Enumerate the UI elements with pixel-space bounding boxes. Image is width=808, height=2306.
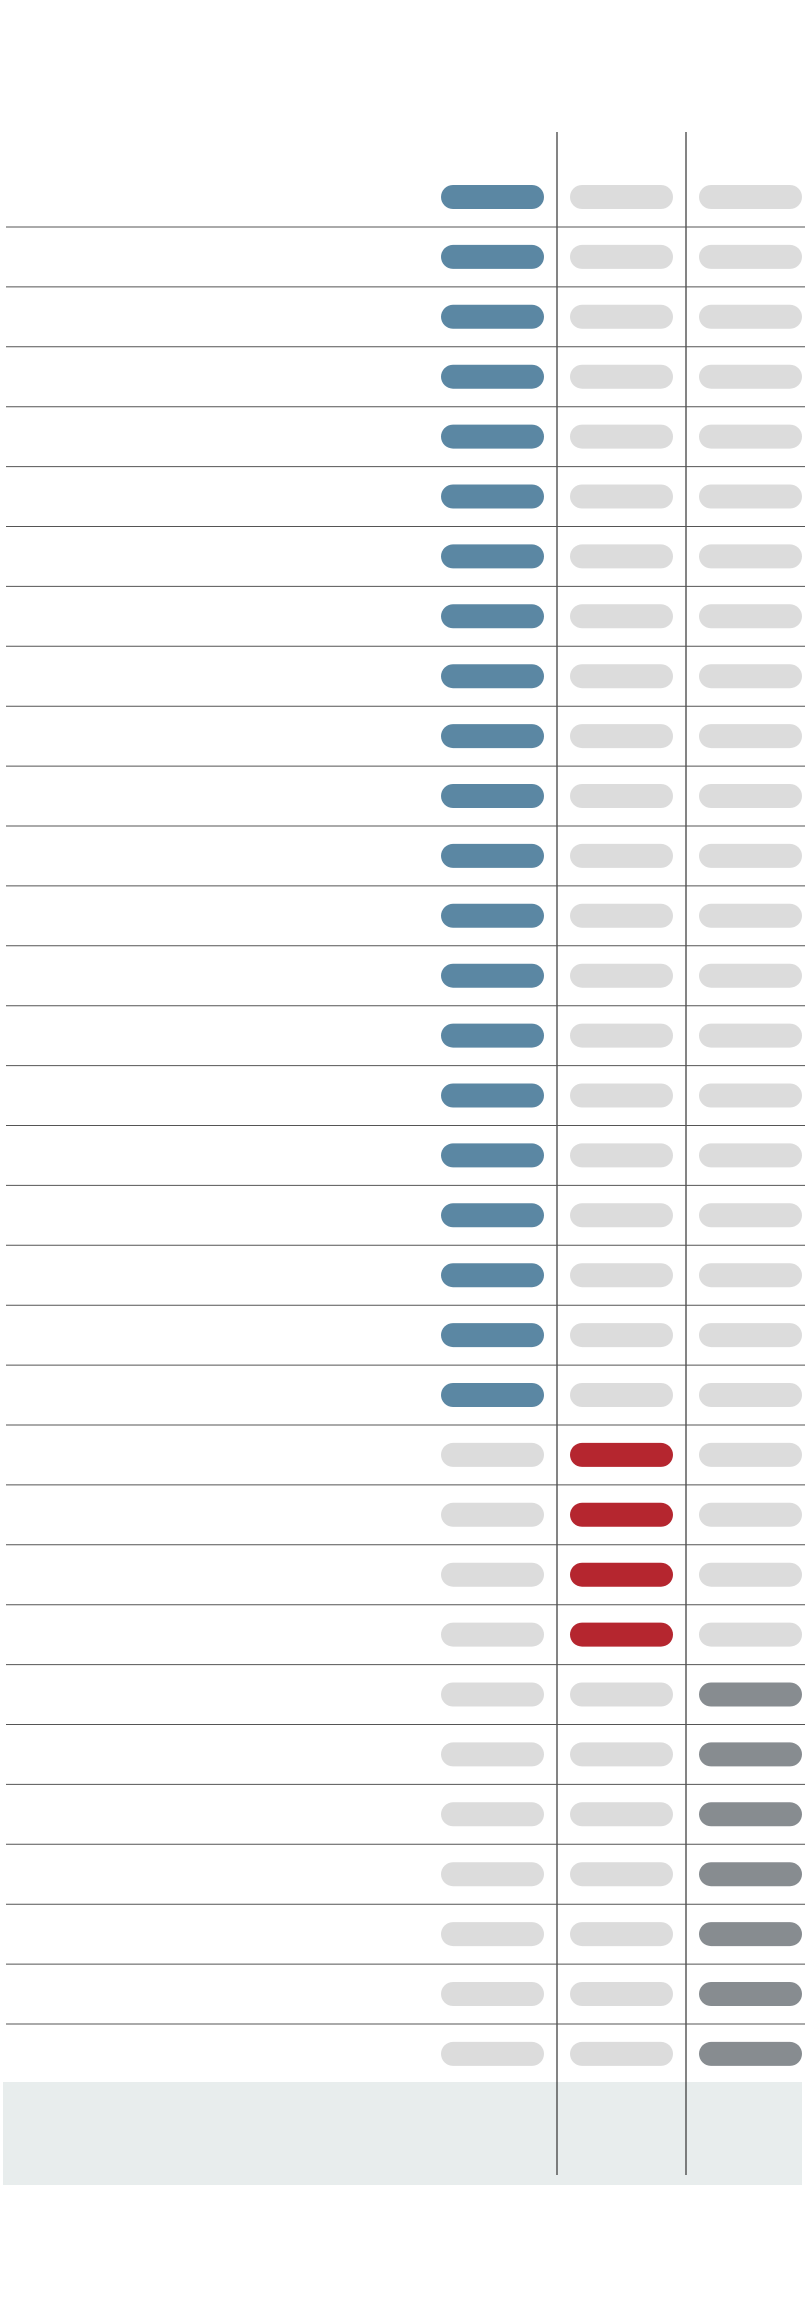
status-pill <box>441 484 544 509</box>
status-pill <box>570 1862 673 1887</box>
status-pill <box>441 364 544 389</box>
status-pill <box>699 1622 802 1647</box>
status-pill <box>570 544 673 569</box>
status-pill <box>570 1143 673 1168</box>
status-pill <box>699 1502 802 1527</box>
status-pill <box>570 304 673 329</box>
status-pill <box>570 1742 673 1767</box>
status-pill <box>570 843 673 868</box>
status-pill <box>570 1023 673 1048</box>
status-pill <box>441 1263 544 1288</box>
status-pill <box>441 1982 544 2006</box>
status-pill <box>570 1203 673 1228</box>
status-pill <box>570 784 673 808</box>
status-pill <box>441 724 544 749</box>
status-pill <box>570 1922 673 1947</box>
status-pill <box>441 2041 544 2066</box>
status-pill <box>441 963 544 988</box>
status-pill <box>570 1562 673 1587</box>
status-pill <box>699 2041 802 2066</box>
status-pill <box>570 1263 673 1288</box>
status-pill <box>570 724 673 749</box>
status-pill <box>699 1023 802 1048</box>
status-pill <box>699 963 802 988</box>
status-pill <box>699 1562 802 1587</box>
status-pill <box>699 1742 802 1767</box>
status-pill <box>699 724 802 749</box>
status-pill <box>570 1502 673 1527</box>
status-pill <box>699 903 802 928</box>
status-pill <box>441 1502 544 1527</box>
status-pill <box>570 1083 673 1108</box>
status-pill <box>699 1802 802 1827</box>
status-pill <box>570 1982 673 2006</box>
status-pill <box>441 1742 544 1767</box>
status-pill <box>699 1922 802 1947</box>
status-pill <box>699 304 802 329</box>
status-pill <box>441 424 544 449</box>
footer-band <box>3 2082 802 2185</box>
status-pill <box>441 903 544 928</box>
status-pill <box>699 185 802 209</box>
status-pill <box>441 1802 544 1827</box>
status-pill <box>570 1682 673 1707</box>
status-pill <box>699 1442 802 1467</box>
status-pill <box>570 963 673 988</box>
status-pill <box>699 1203 802 1228</box>
status-pill <box>570 484 673 509</box>
status-pill <box>441 664 544 689</box>
status-pill <box>570 903 673 928</box>
status-pill <box>699 1682 802 1707</box>
status-pill <box>441 1203 544 1228</box>
status-pill <box>570 1323 673 1348</box>
status-pill <box>441 1922 544 1947</box>
status-pill <box>570 2041 673 2066</box>
status-pill <box>570 1383 673 1407</box>
status-pill <box>699 424 802 449</box>
status-pill <box>570 1802 673 1827</box>
status-pill <box>699 1383 802 1407</box>
status-pill <box>570 664 673 689</box>
status-pill <box>441 544 544 569</box>
status-pill <box>441 604 544 629</box>
status-pill <box>441 1083 544 1108</box>
status-pill <box>570 1442 673 1467</box>
status-pill <box>441 1383 544 1407</box>
status-pill <box>570 604 673 629</box>
status-pill <box>699 1982 802 2006</box>
status-pill <box>699 1083 802 1108</box>
status-pill <box>441 843 544 868</box>
status-pill <box>699 784 802 808</box>
status-pill <box>441 304 544 329</box>
status-pill <box>570 424 673 449</box>
status-pill <box>441 1622 544 1647</box>
status-pill <box>441 784 544 808</box>
status-pill <box>441 1862 544 1887</box>
status-pill <box>570 244 673 269</box>
status-pill <box>441 1323 544 1348</box>
status-pill <box>441 1143 544 1168</box>
status-pill <box>699 1143 802 1168</box>
status-pill <box>570 364 673 389</box>
status-pill <box>699 604 802 629</box>
status-pill <box>699 544 802 569</box>
status-pill <box>699 843 802 868</box>
status-pill <box>699 1263 802 1288</box>
status-pill <box>699 244 802 269</box>
status-pill <box>441 1023 544 1048</box>
status-pill <box>441 1682 544 1707</box>
status-pill <box>441 1442 544 1467</box>
status-pill <box>699 364 802 389</box>
status-pill <box>699 1323 802 1348</box>
status-pill <box>699 664 802 689</box>
status-pill <box>441 185 544 209</box>
status-pill <box>441 1562 544 1587</box>
status-pill <box>570 1622 673 1647</box>
status-pill <box>699 484 802 509</box>
status-pill <box>570 185 673 209</box>
status-pill <box>699 1862 802 1887</box>
status-pill <box>441 244 544 269</box>
